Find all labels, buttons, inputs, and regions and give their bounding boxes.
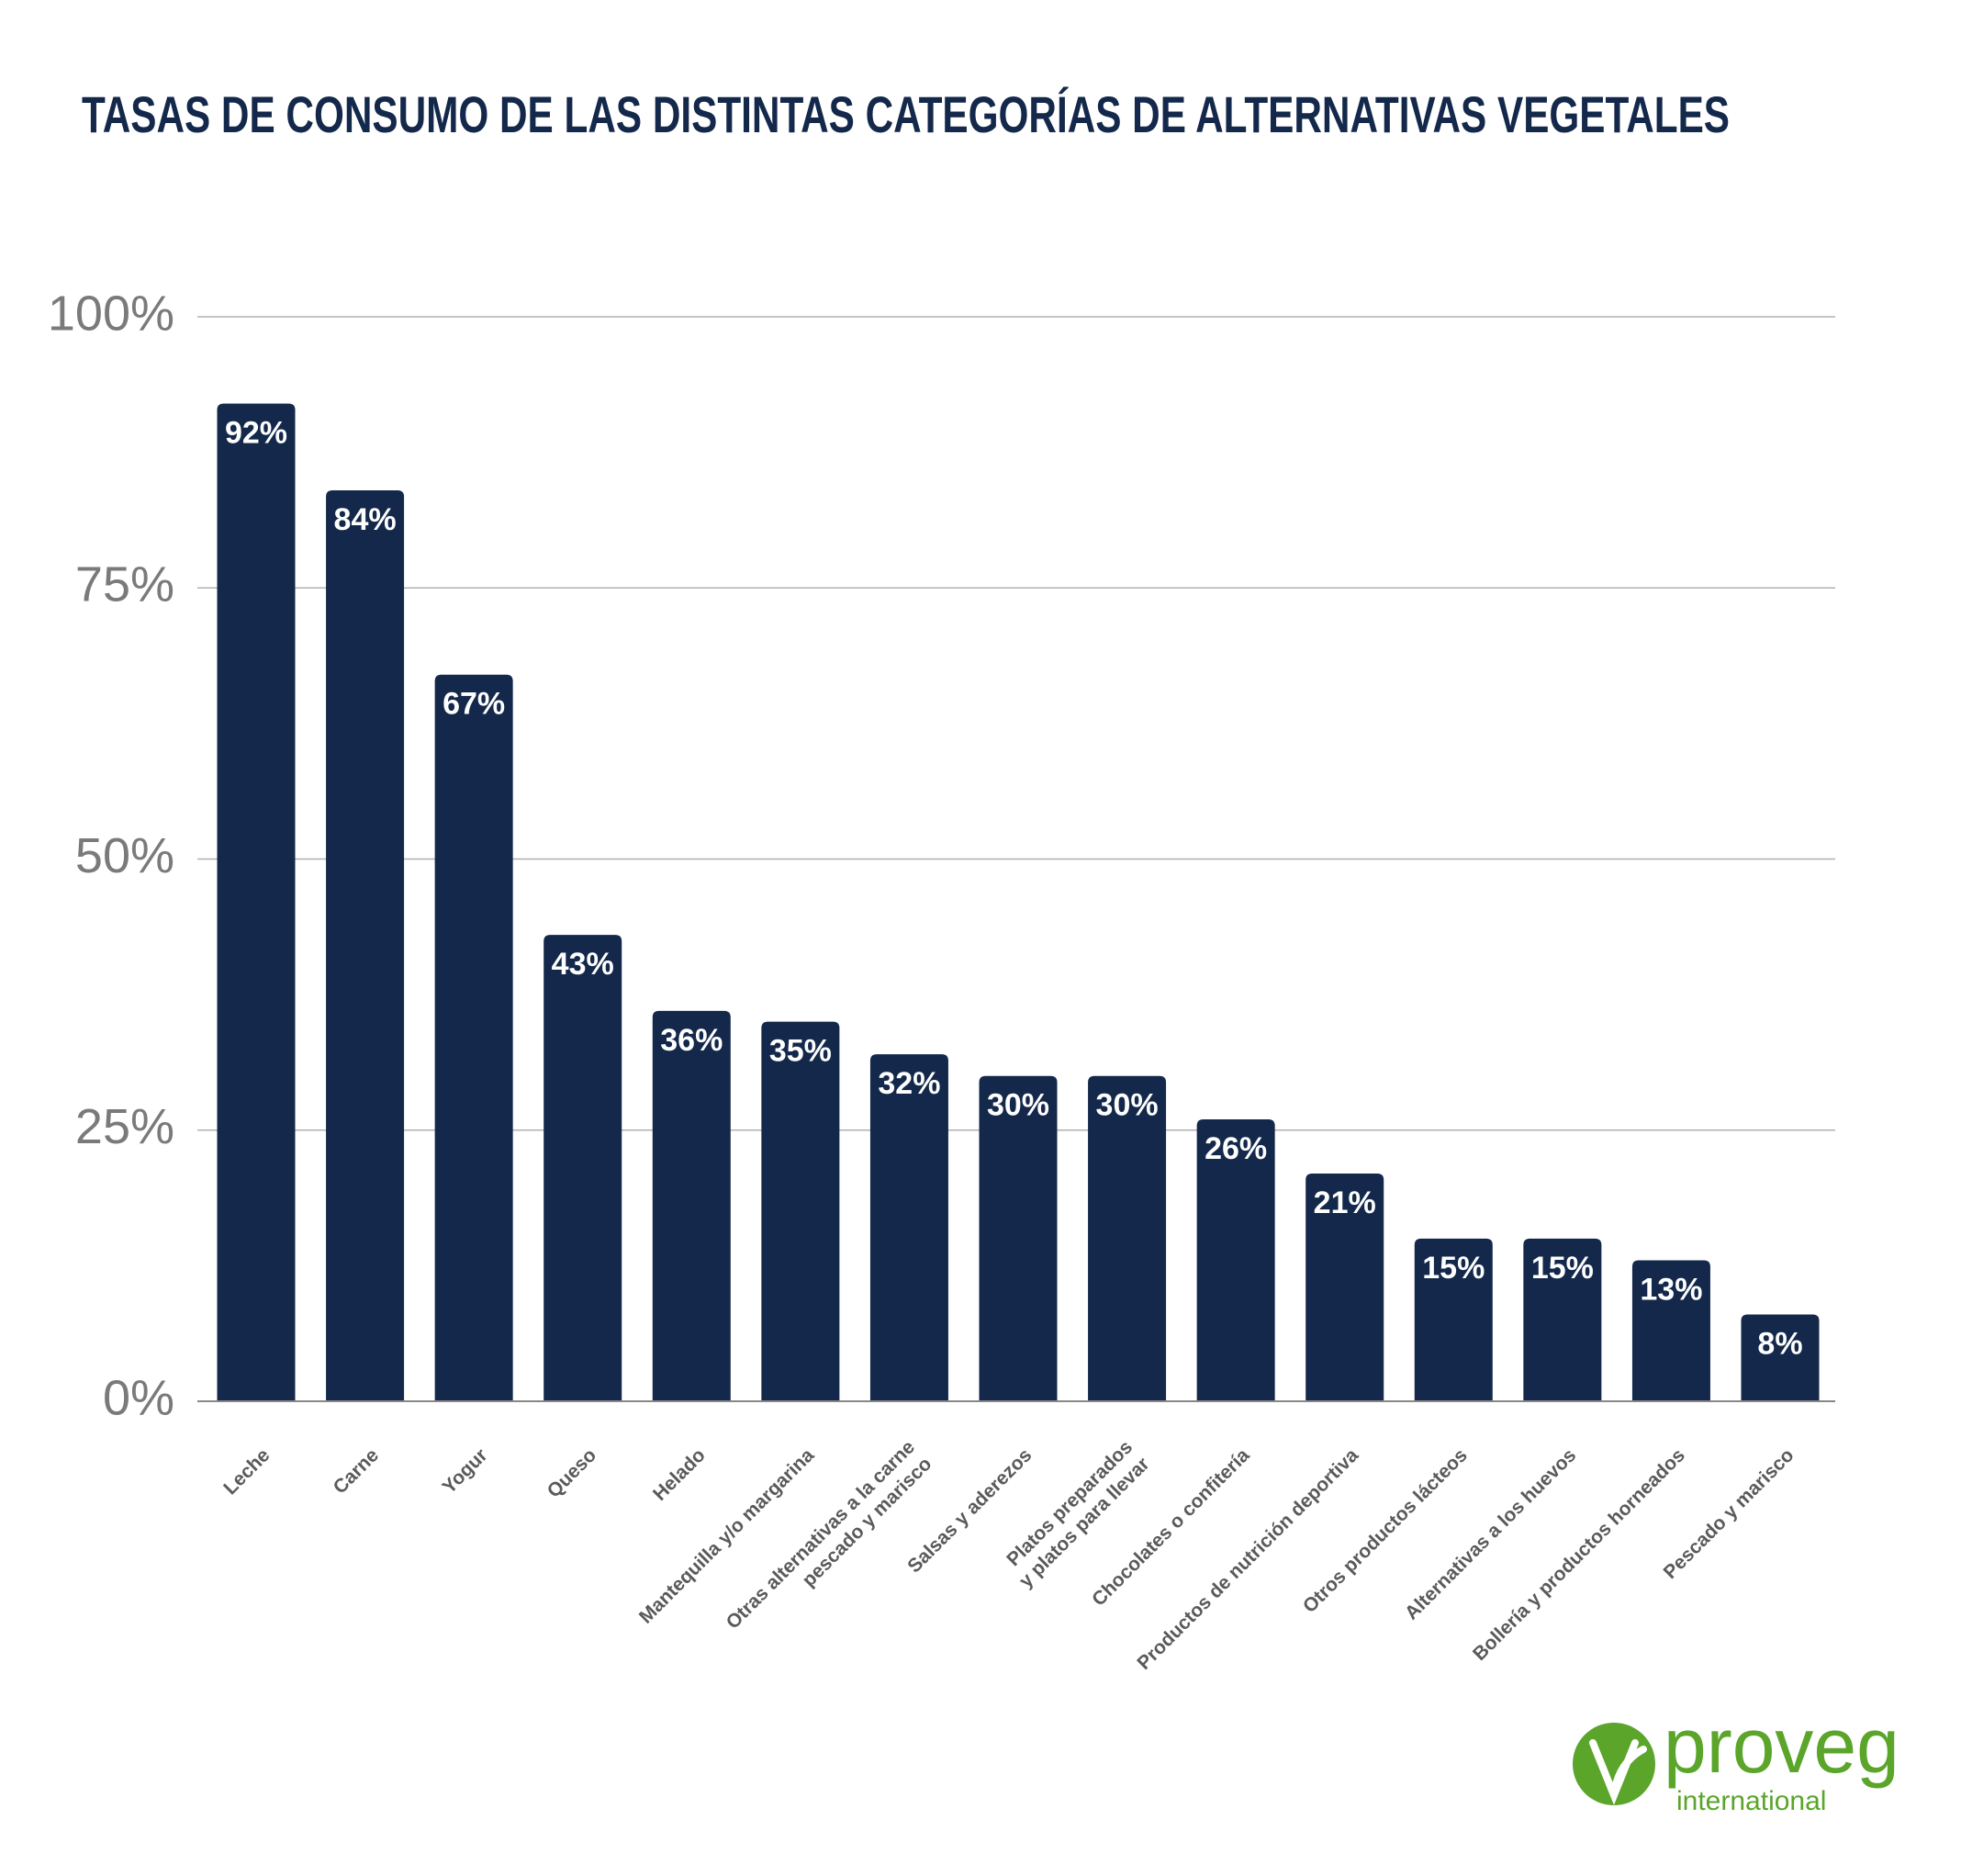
value-label: 35% — [769, 1034, 832, 1069]
logo-name: proveg — [1664, 1702, 1899, 1789]
bar — [1631, 1260, 1710, 1401]
logo: proveg international — [1573, 1702, 1899, 1816]
value-label: 84% — [334, 502, 397, 537]
x-tick-label: Leche — [219, 1444, 274, 1499]
y-tick-label: 75% — [75, 557, 174, 612]
value-label: 30% — [987, 1088, 1049, 1123]
value-label: 32% — [878, 1066, 940, 1101]
x-tick-label: Mantequilla y/o margarina — [635, 1444, 819, 1628]
value-label: 8% — [1757, 1327, 1802, 1362]
x-tick-label: Helado — [649, 1444, 710, 1505]
value-label: 92% — [225, 415, 287, 450]
bar — [761, 1021, 840, 1401]
bar — [652, 1010, 731, 1401]
bar — [979, 1075, 1058, 1401]
chart-title: TASAS DE CONSUMO DE LAS DISTINTAS CATEGO… — [82, 85, 1730, 143]
bar — [869, 1054, 948, 1401]
value-label: 15% — [1422, 1251, 1485, 1286]
y-tick-label: 0% — [103, 1370, 174, 1425]
x-tick-label: Otras alternativas a la carnepescado y m… — [722, 1436, 936, 1650]
value-label: 43% — [552, 947, 614, 982]
x-tick-label: Productos de nutrición deportiva — [1133, 1444, 1362, 1674]
bar — [1414, 1238, 1493, 1401]
logo-leaf — [1589, 1739, 1647, 1805]
value-label: 36% — [660, 1023, 723, 1058]
value-label: 21% — [1314, 1185, 1376, 1220]
value-label: 15% — [1531, 1251, 1594, 1286]
value-label: 26% — [1205, 1131, 1267, 1166]
bar — [1741, 1314, 1820, 1401]
x-tick-label: Alternativas a los huevos — [1401, 1444, 1580, 1623]
value-label: 67% — [443, 687, 505, 722]
bar — [1196, 1118, 1275, 1401]
bar — [326, 489, 405, 1401]
y-tick-label: 100% — [48, 286, 174, 341]
bar — [1088, 1075, 1167, 1401]
value-label: 13% — [1640, 1272, 1702, 1307]
bar — [1523, 1238, 1602, 1401]
y-tick-label: 50% — [75, 828, 174, 883]
bar — [543, 935, 622, 1401]
x-tick-label: Bollería y productos horneados — [1469, 1444, 1689, 1665]
x-tick-label: Yogur — [439, 1444, 492, 1498]
bar — [217, 403, 296, 1402]
y-tick-label: 25% — [75, 1099, 174, 1154]
x-tick-label: Carne — [330, 1444, 383, 1498]
bar — [1305, 1173, 1384, 1401]
bar — [434, 674, 513, 1401]
logo-subtitle: international — [1676, 1786, 1826, 1816]
x-tick-label: Queso — [543, 1444, 600, 1501]
value-label: 30% — [1096, 1088, 1159, 1123]
